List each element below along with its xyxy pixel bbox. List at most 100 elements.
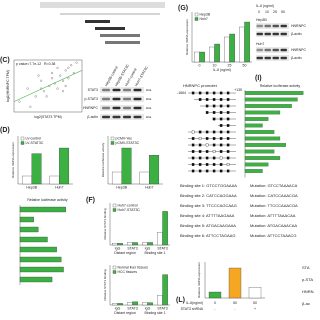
row-label: HNRNPC (291, 48, 306, 52)
scatter-point (56, 66, 59, 69)
track-gene (85, 20, 110, 23)
scatter-point (37, 74, 40, 77)
bar (248, 287, 262, 299)
fit-line (13, 70, 83, 102)
row-cell: - (214, 307, 216, 311)
blot-band (256, 32, 263, 36)
binding-site (212, 163, 216, 166)
binding-site (212, 104, 216, 108)
panel-label: (G) (178, 5, 188, 12)
legend-label: LV-STAT3C (26, 141, 44, 145)
scatter-point (75, 61, 78, 64)
bar (162, 211, 168, 246)
binding-site (226, 130, 230, 134)
scatter-point (70, 64, 73, 67)
blot-band (102, 97, 110, 101)
binding-site (226, 143, 230, 147)
binding-site (191, 91, 195, 95)
binding-site (226, 91, 230, 95)
binding-site (198, 169, 202, 173)
binding-site (226, 150, 230, 153)
bar (19, 256, 62, 263)
binding-site (212, 169, 216, 173)
x-tick-label: Huh7 (145, 185, 153, 189)
blot-row-label: HNRN (302, 289, 314, 294)
binding-site (212, 98, 216, 101)
genome-track (40, 2, 165, 44)
bar (244, 21, 250, 63)
kda-label: kDa (146, 97, 152, 101)
mutation-text: Mutation: ATGACAAACAA (250, 223, 297, 228)
binding-site (191, 143, 195, 147)
legend-swatch (112, 265, 117, 270)
dose-label: 25 (273, 10, 277, 14)
group-label: Binding site 1 (144, 311, 165, 315)
y-axis-label: Relative STAT3 binding (103, 269, 107, 300)
binding-site (219, 98, 223, 101)
binding-site (191, 156, 195, 160)
binding-site (219, 117, 223, 121)
cell-line-label: Huh7 (256, 42, 264, 46)
panel-label: (L) (176, 297, 185, 304)
binding-site (205, 130, 209, 134)
bar (244, 110, 281, 115)
x-tick-label: 0 (199, 63, 201, 67)
plot-frame (13, 59, 83, 113)
binding-site (226, 124, 230, 127)
bar (112, 243, 118, 246)
legend-label: Huh7-STAT3C (118, 208, 141, 212)
binding-site (226, 117, 230, 121)
blot-strip (100, 87, 144, 93)
scatter-point (51, 71, 54, 75)
blot-band (264, 24, 271, 28)
blot-band (123, 88, 131, 92)
row-label: STAT3 (88, 88, 98, 92)
bar (244, 156, 281, 160)
bar (194, 51, 200, 63)
mutation-text: Mutation: ATTTTAAACAA (250, 213, 296, 218)
scatter-point (18, 100, 21, 103)
binding-site (212, 156, 216, 160)
legend-label: HCC tissues (118, 270, 138, 274)
track-header (40, 2, 165, 8)
bar (157, 295, 163, 306)
binding-site (198, 163, 202, 166)
legend-label: pCMV-Yes (116, 137, 133, 141)
binding-site-text: Binding site 2: CATCCAGGAAA (180, 193, 237, 198)
legend-swatch (112, 208, 117, 212)
binding-site-text: Binding site 4: ATTTTAAGAAA (180, 213, 235, 218)
panel-label: (I) (255, 75, 262, 82)
group-label: Distant region (114, 251, 136, 255)
blot-band (280, 56, 287, 60)
blot-band (102, 88, 110, 92)
binding-site-text: Binding site 3: TTCCCAGCAAG (180, 203, 237, 208)
row-label: p-STAT3 (85, 97, 99, 101)
binding-site (219, 130, 223, 134)
row-cell: 50 (253, 301, 257, 305)
binding-site (212, 150, 216, 153)
bar (244, 162, 269, 167)
scatter-point (67, 66, 70, 69)
bar (127, 242, 133, 246)
annotation: p value=7.7e-12 (16, 62, 41, 66)
binding-site (198, 143, 202, 147)
mutation-text: Mutation: CATCCAAACGA (250, 193, 298, 198)
binding-site (198, 130, 202, 134)
bar (214, 43, 220, 63)
binding-site (226, 111, 230, 114)
binding-site (219, 156, 223, 160)
x-axis-label: IL-6 (ng/ml) (213, 68, 231, 72)
x-tick-label: IgG (145, 306, 151, 310)
blot-row-label: STA (302, 265, 310, 270)
legend-label: Normal liver tissues (118, 266, 149, 270)
blot-band (264, 56, 271, 60)
legend-swatch (20, 136, 25, 141)
bar (59, 147, 70, 185)
scatter-point (51, 77, 54, 80)
binding-site (191, 163, 195, 166)
bar (117, 243, 123, 246)
row-label: β-actin (291, 32, 302, 36)
bar (19, 246, 57, 253)
bar (21, 175, 32, 185)
